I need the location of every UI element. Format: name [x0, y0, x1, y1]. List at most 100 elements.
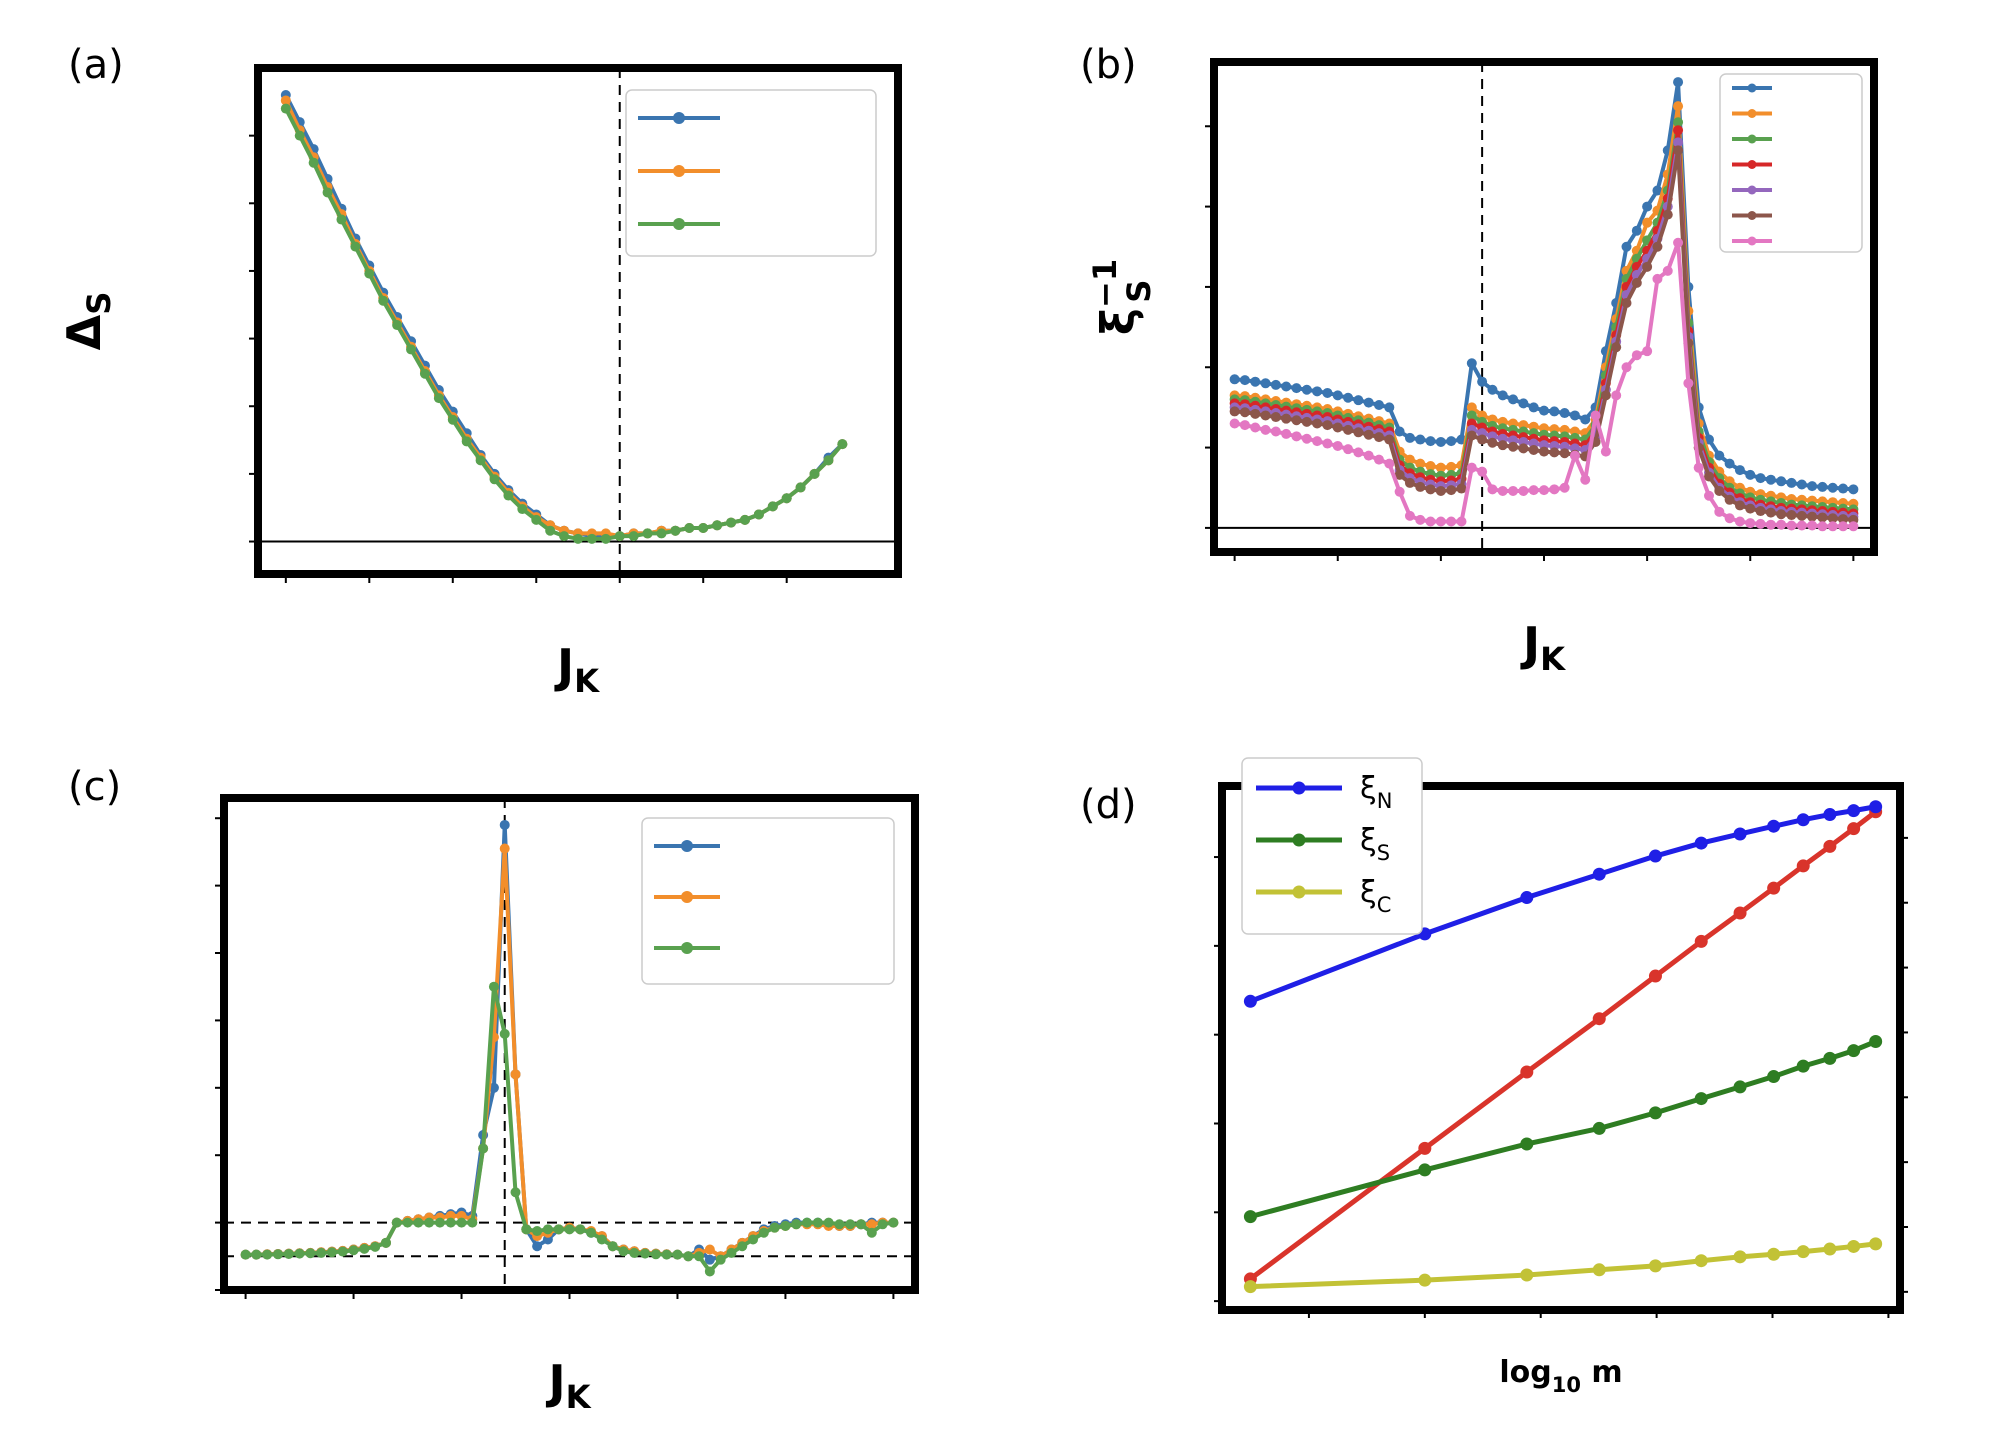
data-point — [753, 509, 764, 520]
data-point — [283, 1248, 294, 1259]
data-point — [1847, 1044, 1861, 1058]
data-point — [1404, 510, 1415, 521]
data-point — [305, 1248, 316, 1259]
data-point — [640, 1248, 651, 1259]
data-point — [1755, 506, 1766, 517]
data-point — [1508, 441, 1519, 452]
data-point — [1755, 473, 1766, 484]
y-axis-label: ξ−1S — [1086, 259, 1158, 336]
data-point — [499, 843, 510, 854]
data-point — [553, 1224, 564, 1235]
data-point — [1301, 384, 1312, 395]
data-point — [1724, 513, 1735, 524]
legend-label: ξC — [1360, 875, 1391, 917]
data-point — [683, 1251, 694, 1262]
data-point — [1807, 520, 1818, 531]
data-point — [359, 1243, 370, 1254]
data-point — [1343, 392, 1354, 403]
data-point — [503, 490, 514, 501]
data-point — [294, 1248, 305, 1259]
data-point — [1648, 969, 1662, 983]
legend-marker — [681, 840, 693, 852]
data-point — [837, 439, 848, 450]
panel-label-d: (d) — [1080, 782, 1137, 828]
data-point — [1838, 521, 1849, 532]
data-point — [586, 1227, 597, 1238]
data-point — [795, 482, 806, 493]
data-point — [1817, 481, 1828, 492]
data-point — [240, 1249, 251, 1260]
legend-marker — [1292, 885, 1306, 899]
data-point — [1642, 217, 1653, 228]
data-point — [1823, 808, 1837, 822]
data-point — [1466, 358, 1477, 369]
data-point — [628, 531, 639, 542]
data-point — [1229, 418, 1240, 429]
data-point — [866, 1219, 877, 1230]
data-point — [467, 1217, 478, 1228]
data-point — [1384, 434, 1395, 445]
data-point — [1466, 410, 1477, 421]
data-point — [1714, 450, 1725, 461]
data-point — [1869, 1237, 1883, 1251]
data-point — [1301, 433, 1312, 444]
data-point — [1270, 379, 1281, 390]
data-point — [791, 1219, 802, 1230]
data-point — [1631, 277, 1642, 288]
legend-marker — [673, 112, 685, 124]
data-point — [1631, 350, 1642, 361]
data-point — [1796, 479, 1807, 490]
data-point — [802, 1217, 813, 1228]
data-point — [1869, 1035, 1883, 1049]
data-point — [1404, 477, 1415, 488]
data-point — [1673, 117, 1684, 128]
data-point — [726, 1247, 737, 1258]
data-point — [1425, 516, 1436, 527]
x-axis-label: JK — [554, 639, 600, 700]
data-point — [1694, 836, 1708, 850]
data-point — [1673, 137, 1684, 148]
data-point — [510, 1069, 521, 1080]
data-point — [1673, 145, 1684, 156]
legend-marker — [1747, 109, 1757, 118]
data-point — [1415, 514, 1426, 525]
data-point — [1549, 406, 1560, 417]
data-point — [1648, 849, 1662, 863]
data-point — [1693, 462, 1704, 473]
data-point — [1539, 405, 1549, 416]
data-point — [391, 1217, 402, 1228]
data-point — [1404, 454, 1415, 465]
data-point — [1621, 362, 1632, 373]
data-point — [1446, 516, 1457, 527]
data-point — [413, 1217, 424, 1228]
data-point — [1838, 483, 1849, 494]
data-point — [1520, 1065, 1534, 1079]
data-point — [1518, 485, 1529, 496]
legend-box — [625, 89, 877, 257]
data-point — [1418, 1273, 1432, 1287]
data-point — [499, 819, 510, 830]
data-point — [488, 981, 499, 992]
data-point — [1394, 426, 1405, 437]
data-point — [712, 520, 723, 531]
data-point — [1767, 1247, 1781, 1261]
data-point — [1518, 398, 1529, 409]
data-point — [1786, 477, 1797, 488]
data-point — [1631, 225, 1642, 236]
data-point — [531, 514, 542, 525]
data-point — [1648, 1106, 1662, 1120]
data-point — [433, 393, 444, 404]
data-point — [1724, 458, 1735, 469]
data-point — [739, 514, 750, 525]
data-point — [488, 1082, 499, 1093]
data-point — [1466, 430, 1477, 441]
data-point — [726, 517, 737, 528]
data-point — [1823, 839, 1837, 853]
data-point — [1734, 500, 1745, 511]
data-point — [1250, 422, 1261, 433]
data-point — [1724, 494, 1735, 505]
data-point — [475, 455, 486, 466]
data-point — [532, 1241, 543, 1252]
legend-marker — [1747, 236, 1757, 246]
